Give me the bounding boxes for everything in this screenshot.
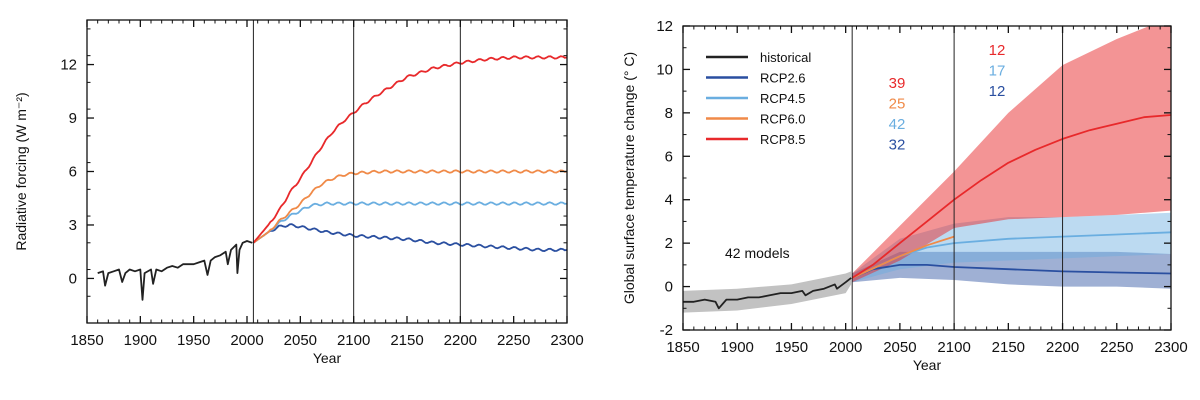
y-tick-label: 10 <box>656 61 673 78</box>
y-tick-label: 2 <box>665 235 673 252</box>
x-axis-title: Year <box>313 350 342 366</box>
y-axis-title: Radiative forcing (W m⁻²) <box>13 92 29 250</box>
rcp2-6-range-band <box>852 251 1171 289</box>
rcp8-5-line <box>252 55 567 244</box>
x-tick-label: 2250 <box>1100 339 1133 356</box>
models-annotation: 42 models <box>725 245 790 261</box>
x-tick-label: 2150 <box>992 339 1025 356</box>
y-tick-label: 4 <box>665 192 673 209</box>
legend-label-historical: historical <box>760 50 811 65</box>
historical-line <box>683 277 852 310</box>
x-tick-label: 1850 <box>666 339 699 356</box>
legend-label-rcp2-6: RCP2.6 <box>760 71 806 86</box>
x-tick-label: 2200 <box>1046 339 1079 356</box>
y-tick-label: 0 <box>665 279 673 296</box>
plot-area <box>683 26 1171 313</box>
y-tick-label: -2 <box>660 322 673 339</box>
x-tick-label: 1950 <box>775 339 808 356</box>
radiative-forcing-panel: 1850 1900 1950 2000 2050 2100 2150 2200 2250 2300… <box>13 19 584 366</box>
x-tick-label: 1850 <box>70 332 103 349</box>
y-tick-label: 3 <box>69 217 77 234</box>
rcp8-5-line <box>851 114 1171 279</box>
legend: historical RCP2.6 RCP4.5 RCP6.0 RCP8.5 <box>706 50 811 147</box>
x-tick-label: 2300 <box>1154 339 1187 356</box>
x-tick-label: 1950 <box>177 332 210 349</box>
legend-label-rcp6-0: RCP6.0 <box>760 112 806 127</box>
model-count-rcp8-5-2300: 12 <box>989 42 1006 59</box>
x-tick-label: 2000 <box>230 332 263 349</box>
model-count-rcp2-6-2100: 32 <box>889 137 906 154</box>
rcp4-5-line <box>252 201 567 244</box>
rcp6-0-line <box>252 169 567 244</box>
model-count-rcp4-5-2100: 42 <box>889 116 906 133</box>
temperature-change-panel: 1850 1900 1950 2000 2050 2100 2150 2200 2250 2300… <box>621 18 1188 373</box>
x-tick-label: 2050 <box>883 339 916 356</box>
y-tick-label: 6 <box>665 148 673 165</box>
x-tick-label: 1900 <box>124 332 157 349</box>
x-tick-label: 2100 <box>937 339 970 356</box>
x-tick-label: 1900 <box>721 339 754 356</box>
y-tick-label: 12 <box>60 57 77 74</box>
historical-line <box>97 240 253 301</box>
x-tick-label: 2250 <box>497 332 530 349</box>
rcp6-0-line <box>851 235 955 279</box>
legend-label-rcp8-5: RCP8.5 <box>760 132 806 147</box>
legend-label-rcp4-5: RCP4.5 <box>760 91 806 106</box>
y-tick-label: 12 <box>656 18 673 35</box>
rcp2-6-line <box>252 223 567 252</box>
y-tick-label: 8 <box>665 105 673 122</box>
x-tick-label: 2000 <box>829 339 862 356</box>
model-count-rcp8-5-2100: 39 <box>889 75 906 92</box>
plot-area <box>97 55 567 301</box>
y-axis-title: Global surface temperature change (° C) <box>621 52 637 304</box>
x-tick-label: 2100 <box>337 332 370 349</box>
y-tick-label: 0 <box>69 270 77 287</box>
model-count-rcp4-5-2300: 17 <box>989 63 1006 80</box>
historical-range-band <box>683 271 852 313</box>
x-tick-label: 2050 <box>284 332 317 349</box>
model-count-rcp2-6-2300: 12 <box>989 83 1006 100</box>
y-tick-label: 6 <box>69 164 77 181</box>
x-tick-label: 2300 <box>550 332 583 349</box>
model-count-rcp6-0-2100: 25 <box>889 96 906 113</box>
y-tick-label: 9 <box>69 110 77 127</box>
x-tick-label: 2200 <box>444 332 477 349</box>
x-axis-title: Year <box>913 357 942 373</box>
x-tick-label: 2150 <box>390 332 423 349</box>
